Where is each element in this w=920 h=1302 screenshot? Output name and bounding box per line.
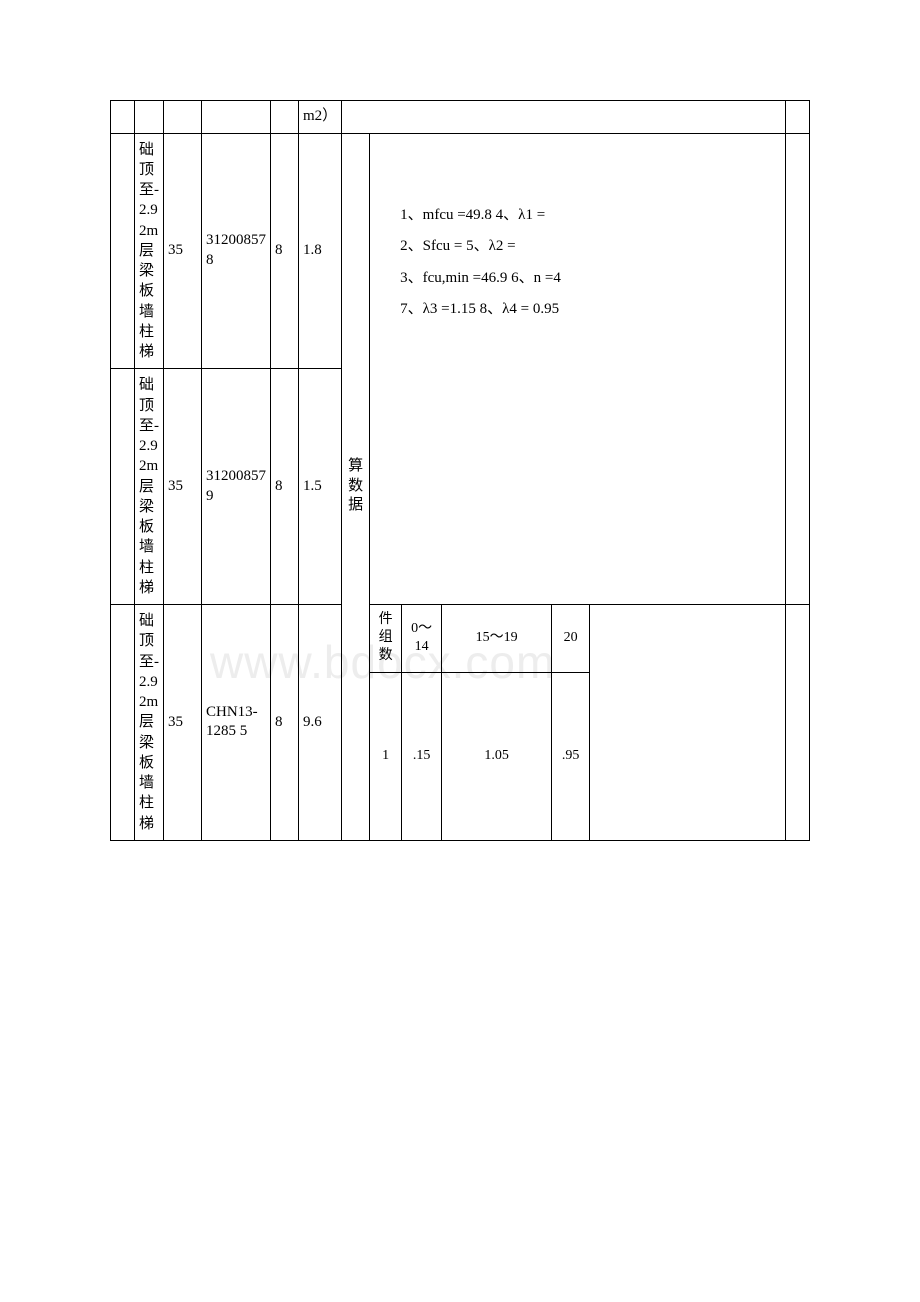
code-2: 31200857 9 bbox=[201, 369, 270, 605]
cell-e0 bbox=[270, 101, 298, 134]
formula-line-1: 1、mfcu =49.8 4、λ1 = bbox=[400, 206, 755, 226]
val-e2: 8 bbox=[270, 369, 298, 605]
sub-r-extra bbox=[590, 605, 786, 841]
sub-r2c3: 1.05 bbox=[442, 672, 552, 840]
cell-c0 bbox=[163, 101, 201, 134]
sub-r1c2: 0～14 bbox=[402, 605, 442, 673]
code-3: CHN13-1285 5 bbox=[201, 605, 270, 841]
formula-line-2: 2、Sfcu = 5、λ2 = bbox=[400, 237, 755, 257]
middle-label: 算数据 bbox=[342, 133, 370, 840]
val-e1: 8 bbox=[270, 133, 298, 369]
cell-b0 bbox=[135, 101, 164, 134]
sub-r1c1: 件组数 bbox=[370, 605, 402, 673]
formula-line-4: 7、λ3 =1.15 8、λ4 = 0.95 bbox=[400, 300, 755, 320]
val-e3: 8 bbox=[270, 605, 298, 841]
cell-a1 bbox=[111, 133, 135, 369]
location-3: 础顶至-2.92m层梁板墙柱梯 bbox=[135, 605, 164, 841]
cell-a0 bbox=[111, 101, 135, 134]
cell-last-12 bbox=[786, 133, 810, 605]
sub-r1c4: 20 bbox=[552, 605, 590, 673]
location-1: 础顶至-2.92m层梁板墙柱梯 bbox=[135, 133, 164, 369]
sub-r1c3: 15～19 bbox=[442, 605, 552, 673]
val-f1: 1.8 bbox=[298, 133, 341, 369]
location-2: 础顶至-2.92m层梁板墙柱梯 bbox=[135, 369, 164, 605]
formula-area: 1、mfcu =49.8 4、λ1 = 2、Sfcu = 5、λ2 = 3、fc… bbox=[370, 133, 786, 605]
val-f2: 1.5 bbox=[298, 369, 341, 605]
main-table: m2） 础顶至-2.92m层梁板墙柱梯 35 31200857 8 8 1.8 … bbox=[110, 100, 810, 841]
val-c1: 35 bbox=[163, 133, 201, 369]
cell-d0 bbox=[201, 101, 270, 134]
sub-r2c2: .15 bbox=[402, 672, 442, 840]
val-f3: 9.6 bbox=[298, 605, 341, 841]
formula-line-3: 3、fcu,min =46.9 6、n =4 bbox=[400, 269, 755, 289]
cell-g0 bbox=[342, 101, 786, 134]
cell-a3 bbox=[111, 605, 135, 841]
code-1: 31200857 8 bbox=[201, 133, 270, 369]
data-row-1: 础顶至-2.92m层梁板墙柱梯 35 31200857 8 8 1.8 算数据 … bbox=[111, 133, 810, 369]
cell-a2 bbox=[111, 369, 135, 605]
cell-h0 bbox=[786, 101, 810, 134]
cell-last-3 bbox=[786, 605, 810, 841]
sub-r2c1: 1 bbox=[370, 672, 402, 840]
val-c3: 35 bbox=[163, 605, 201, 841]
val-c2: 35 bbox=[163, 369, 201, 605]
sub-r2c4: .95 bbox=[552, 672, 590, 840]
header-row: m2） bbox=[111, 101, 810, 134]
cell-f0: m2） bbox=[298, 101, 341, 134]
data-row-3a: 础顶至-2.92m层梁板墙柱梯 35 CHN13-1285 5 8 9.6 件组… bbox=[111, 605, 810, 673]
